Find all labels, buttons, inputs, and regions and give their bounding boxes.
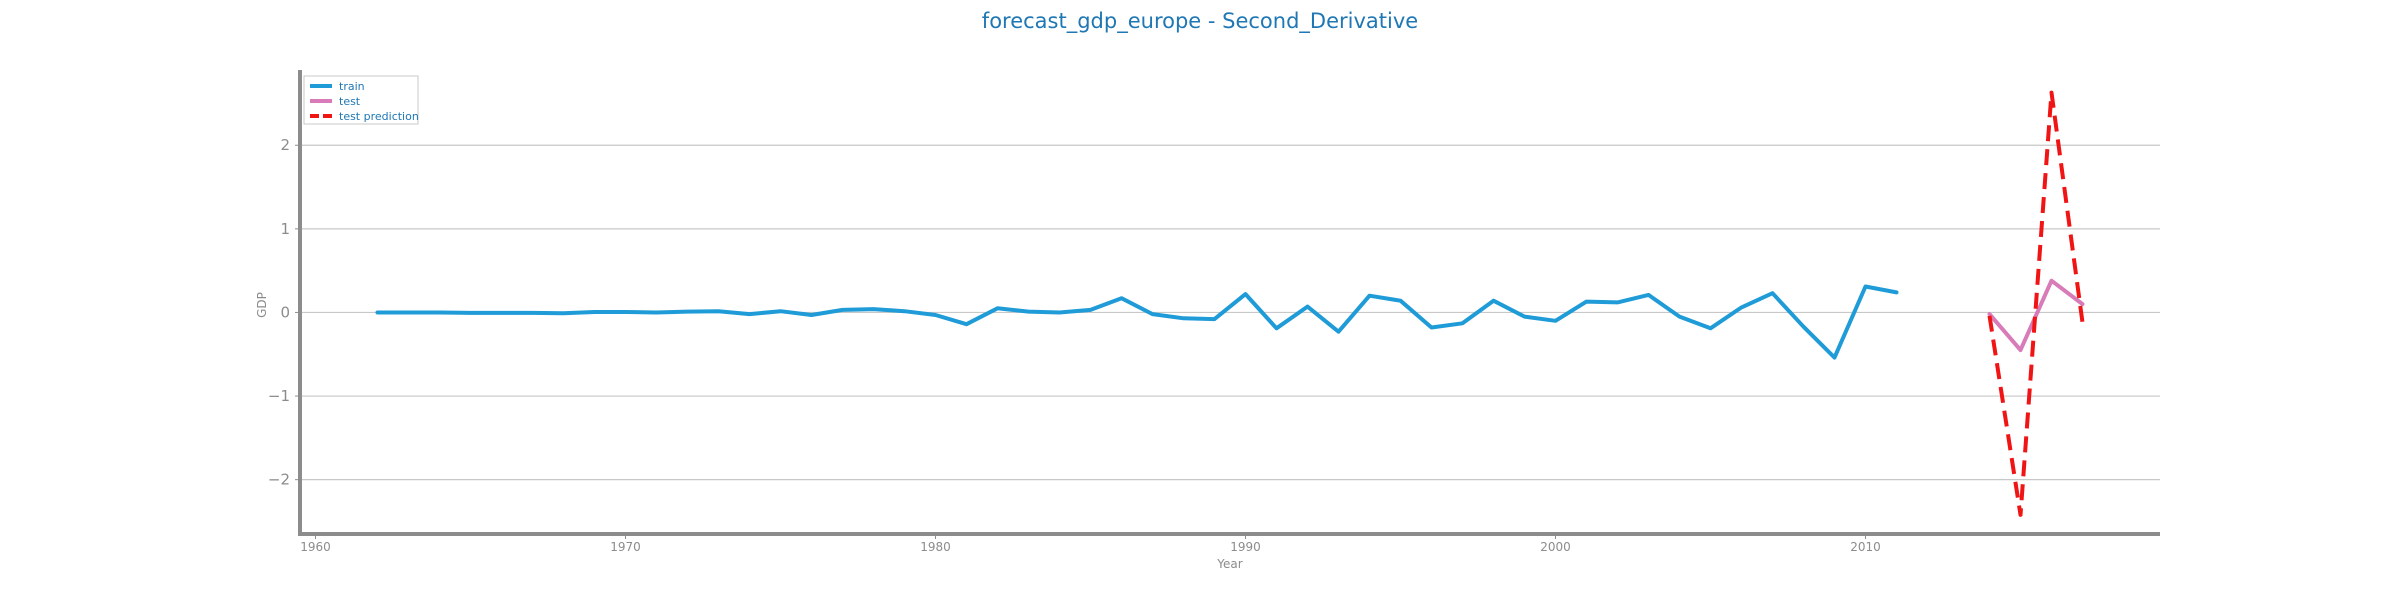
y-tick-label: −2 — [268, 471, 290, 489]
legend-label: train — [339, 80, 365, 93]
x-tick-label: 1980 — [920, 540, 951, 554]
series-line-train — [375, 284, 1899, 360]
y-tick-label: 0 — [280, 303, 290, 321]
x-tick-label: 2010 — [1850, 540, 1881, 554]
y-tick-label: 2 — [280, 136, 290, 154]
x-tick-label: 1960 — [300, 540, 331, 554]
chart-title: forecast_gdp_europe - Second_Derivative — [982, 9, 1418, 34]
legend-label: test prediction — [339, 110, 419, 123]
y-tick-label: −1 — [268, 387, 290, 405]
x-tick-label: 2000 — [1540, 540, 1571, 554]
series-line-test-prediction — [1987, 90, 2085, 517]
y-axis-label: GDP — [255, 292, 269, 318]
series-line-test — [1987, 278, 2085, 353]
legend: train test test prediction — [303, 75, 419, 125]
legend-label: test — [339, 95, 361, 108]
axes — [298, 70, 2160, 536]
x-tick-label: 1970 — [610, 540, 641, 554]
x-tick-label: 1990 — [1230, 540, 1261, 554]
series-layer — [375, 90, 2085, 517]
y-tick-label: 1 — [280, 220, 290, 238]
x-axis-label: Year — [1216, 557, 1242, 571]
ticks: −2 −1 0 1 2 1960 1970 1980 1990 2000 2010 — [268, 136, 1881, 554]
